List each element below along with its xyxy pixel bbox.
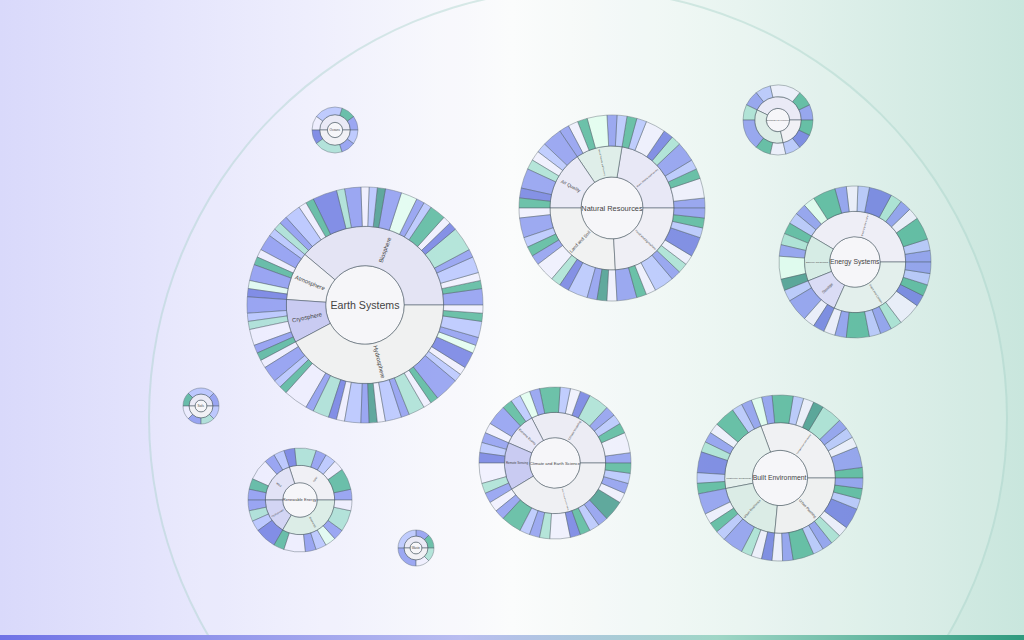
svg-text:Urban Planning: Urban Planning — [798, 498, 817, 519]
svg-text:Natural Hazards and Recovery: Natural Hazards and Recovery — [598, 149, 606, 176]
svg-text:Climate Modeling: Climate Modeling — [567, 420, 582, 441]
svg-text:Cryosphere: Cryosphere — [291, 311, 323, 323]
svg-text:Water, Mining and Forestry: Water, Mining and Forestry — [636, 168, 660, 189]
svg-text:Soils: Soils — [197, 404, 204, 408]
svg-text:Atmosphere: Atmosphere — [294, 274, 326, 292]
svg-text:Remote Sensing: Remote Sensing — [506, 461, 529, 465]
svg-text:Electricity Generation: Electricity Generation — [861, 214, 869, 237]
svg-text:Extreme Events: Extreme Events — [518, 428, 537, 446]
svg-text:Energy Systems: Energy Systems — [830, 258, 880, 266]
svg-text:Natural Resources: Natural Resources — [581, 204, 643, 213]
svg-text:Earth Systems: Earth Systems — [331, 299, 400, 311]
svg-text:Food and Agriculture: Food and Agriculture — [634, 229, 657, 251]
svg-text:Bioenergy: Bioenergy — [308, 516, 318, 529]
svg-text:Hydrosphere: Hydrosphere — [372, 345, 386, 380]
svg-text:Data Processing and Analysis: Data Processing and Analysis — [562, 488, 570, 510]
svg-text:Solar: Solar — [312, 475, 319, 482]
svg-text:Fuels and Carbon: Fuels and Carbon — [868, 283, 884, 304]
svg-text:Transportation and Mobility: Transportation and Mobility — [796, 434, 811, 455]
svg-text:Biosphere: Biosphere — [378, 236, 393, 264]
svg-text:Hydropower: Hydropower — [270, 508, 284, 519]
svg-text:Infrastructure and Buildings: Infrastructure and Buildings — [726, 477, 751, 479]
svg-text:Renewable Energy: Renewable Energy — [283, 497, 317, 502]
svg-text:Land and Soil: Land and Soil — [569, 230, 592, 254]
svg-text:Wind: Wind — [275, 481, 283, 488]
svg-text:Urban Resilience: Urban Resilience — [742, 499, 761, 520]
svg-text:Built Environment: Built Environment — [753, 474, 807, 481]
svg-text:Waste: Waste — [412, 546, 421, 550]
svg-text:Oceans: Oceans — [330, 128, 341, 132]
svg-text:Air Quality: Air Quality — [560, 179, 582, 194]
svg-text:Climate and Earth Science: Climate and Earth Science — [530, 461, 581, 466]
svg-text:Sustainable Development: Sustainable Development — [766, 119, 789, 121]
svg-text:Storage: Storage — [821, 282, 833, 294]
svg-text:Efficiency and Demand: Efficiency and Demand — [806, 261, 829, 263]
